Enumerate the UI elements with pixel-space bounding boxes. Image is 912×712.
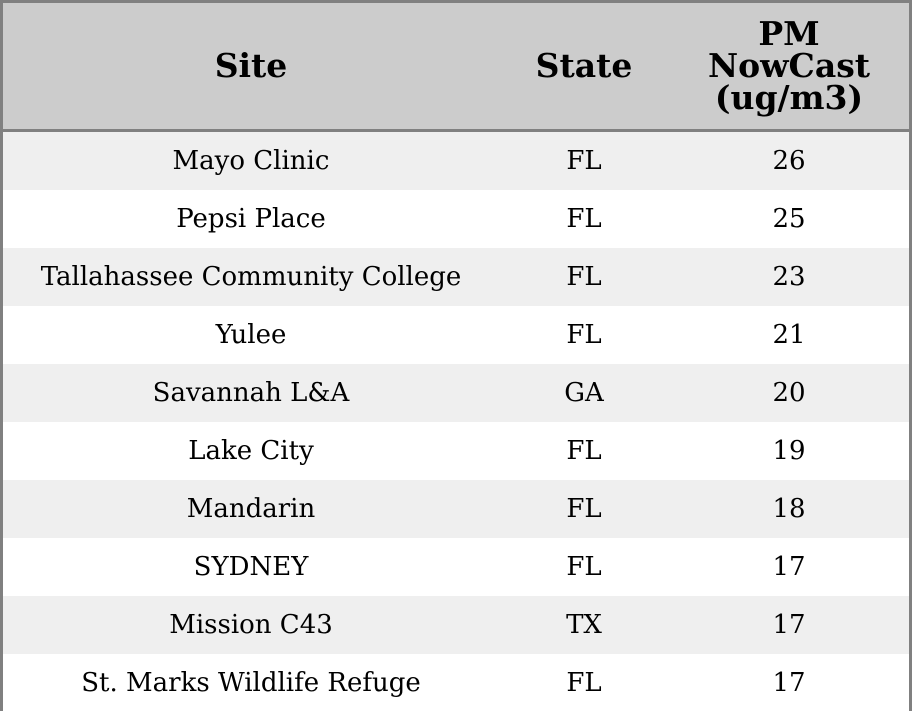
table-row: Mayo Clinic FL 26 xyxy=(3,132,909,190)
pm-value-cell: 21 xyxy=(772,320,806,350)
header-state: State xyxy=(535,46,633,85)
pm-value-cell: 17 xyxy=(772,610,806,640)
site-cell: Yulee xyxy=(215,320,287,350)
table-row: Mandarin FL 18 xyxy=(3,480,909,538)
state-cell: FL xyxy=(566,552,602,582)
pm-value-cell: 17 xyxy=(772,552,806,582)
table-row: St. Marks Wildlife Refuge FL 17 xyxy=(3,654,909,712)
site-cell: SYDNEY xyxy=(193,552,309,582)
table-body: Mayo Clinic FL 26 Pepsi Place FL 25 Tall… xyxy=(3,132,909,712)
state-cell: GA xyxy=(564,378,604,408)
pm-value-cell: 20 xyxy=(772,378,806,408)
table-row: Tallahassee Community College FL 23 xyxy=(3,248,909,306)
site-cell: Mandarin xyxy=(186,494,316,524)
pm-value-cell: 23 xyxy=(772,262,806,292)
state-cell: TX xyxy=(566,610,602,640)
site-cell: St. Marks Wildlife Refuge xyxy=(81,668,421,698)
state-cell: FL xyxy=(566,146,602,176)
table-header: Site State PM NowCast (ug/m3) xyxy=(3,3,909,132)
table-row: Savannah L&A GA 20 xyxy=(3,364,909,422)
pm-value-cell: 25 xyxy=(772,204,806,234)
table-row: Mission C43 TX 17 xyxy=(3,596,909,654)
table-row: Yulee FL 21 xyxy=(3,306,909,364)
state-cell: FL xyxy=(566,320,602,350)
table-row: Lake City FL 19 xyxy=(3,422,909,480)
state-cell: FL xyxy=(566,668,602,698)
state-cell: FL xyxy=(566,262,602,292)
site-cell: Lake City xyxy=(188,436,314,466)
pm-value-cell: 19 xyxy=(772,436,806,466)
site-cell: Mission C43 xyxy=(169,610,333,640)
pm-value-cell: 17 xyxy=(772,668,806,698)
header-pm-nowcast: PM NowCast (ug/m3) xyxy=(707,14,871,117)
state-cell: FL xyxy=(566,494,602,524)
site-cell: Mayo Clinic xyxy=(172,146,330,176)
pm-value-cell: 26 xyxy=(772,146,806,176)
table-row: Pepsi Place FL 25 xyxy=(3,190,909,248)
site-cell: Savannah L&A xyxy=(152,378,350,408)
state-cell: FL xyxy=(566,204,602,234)
header-site: Site xyxy=(214,46,288,85)
state-cell: FL xyxy=(566,436,602,466)
table-row: SYDNEY FL 17 xyxy=(3,538,909,596)
pm-value-cell: 18 xyxy=(772,494,806,524)
site-cell: Pepsi Place xyxy=(176,204,326,234)
site-cell: Tallahassee Community College xyxy=(40,262,462,292)
